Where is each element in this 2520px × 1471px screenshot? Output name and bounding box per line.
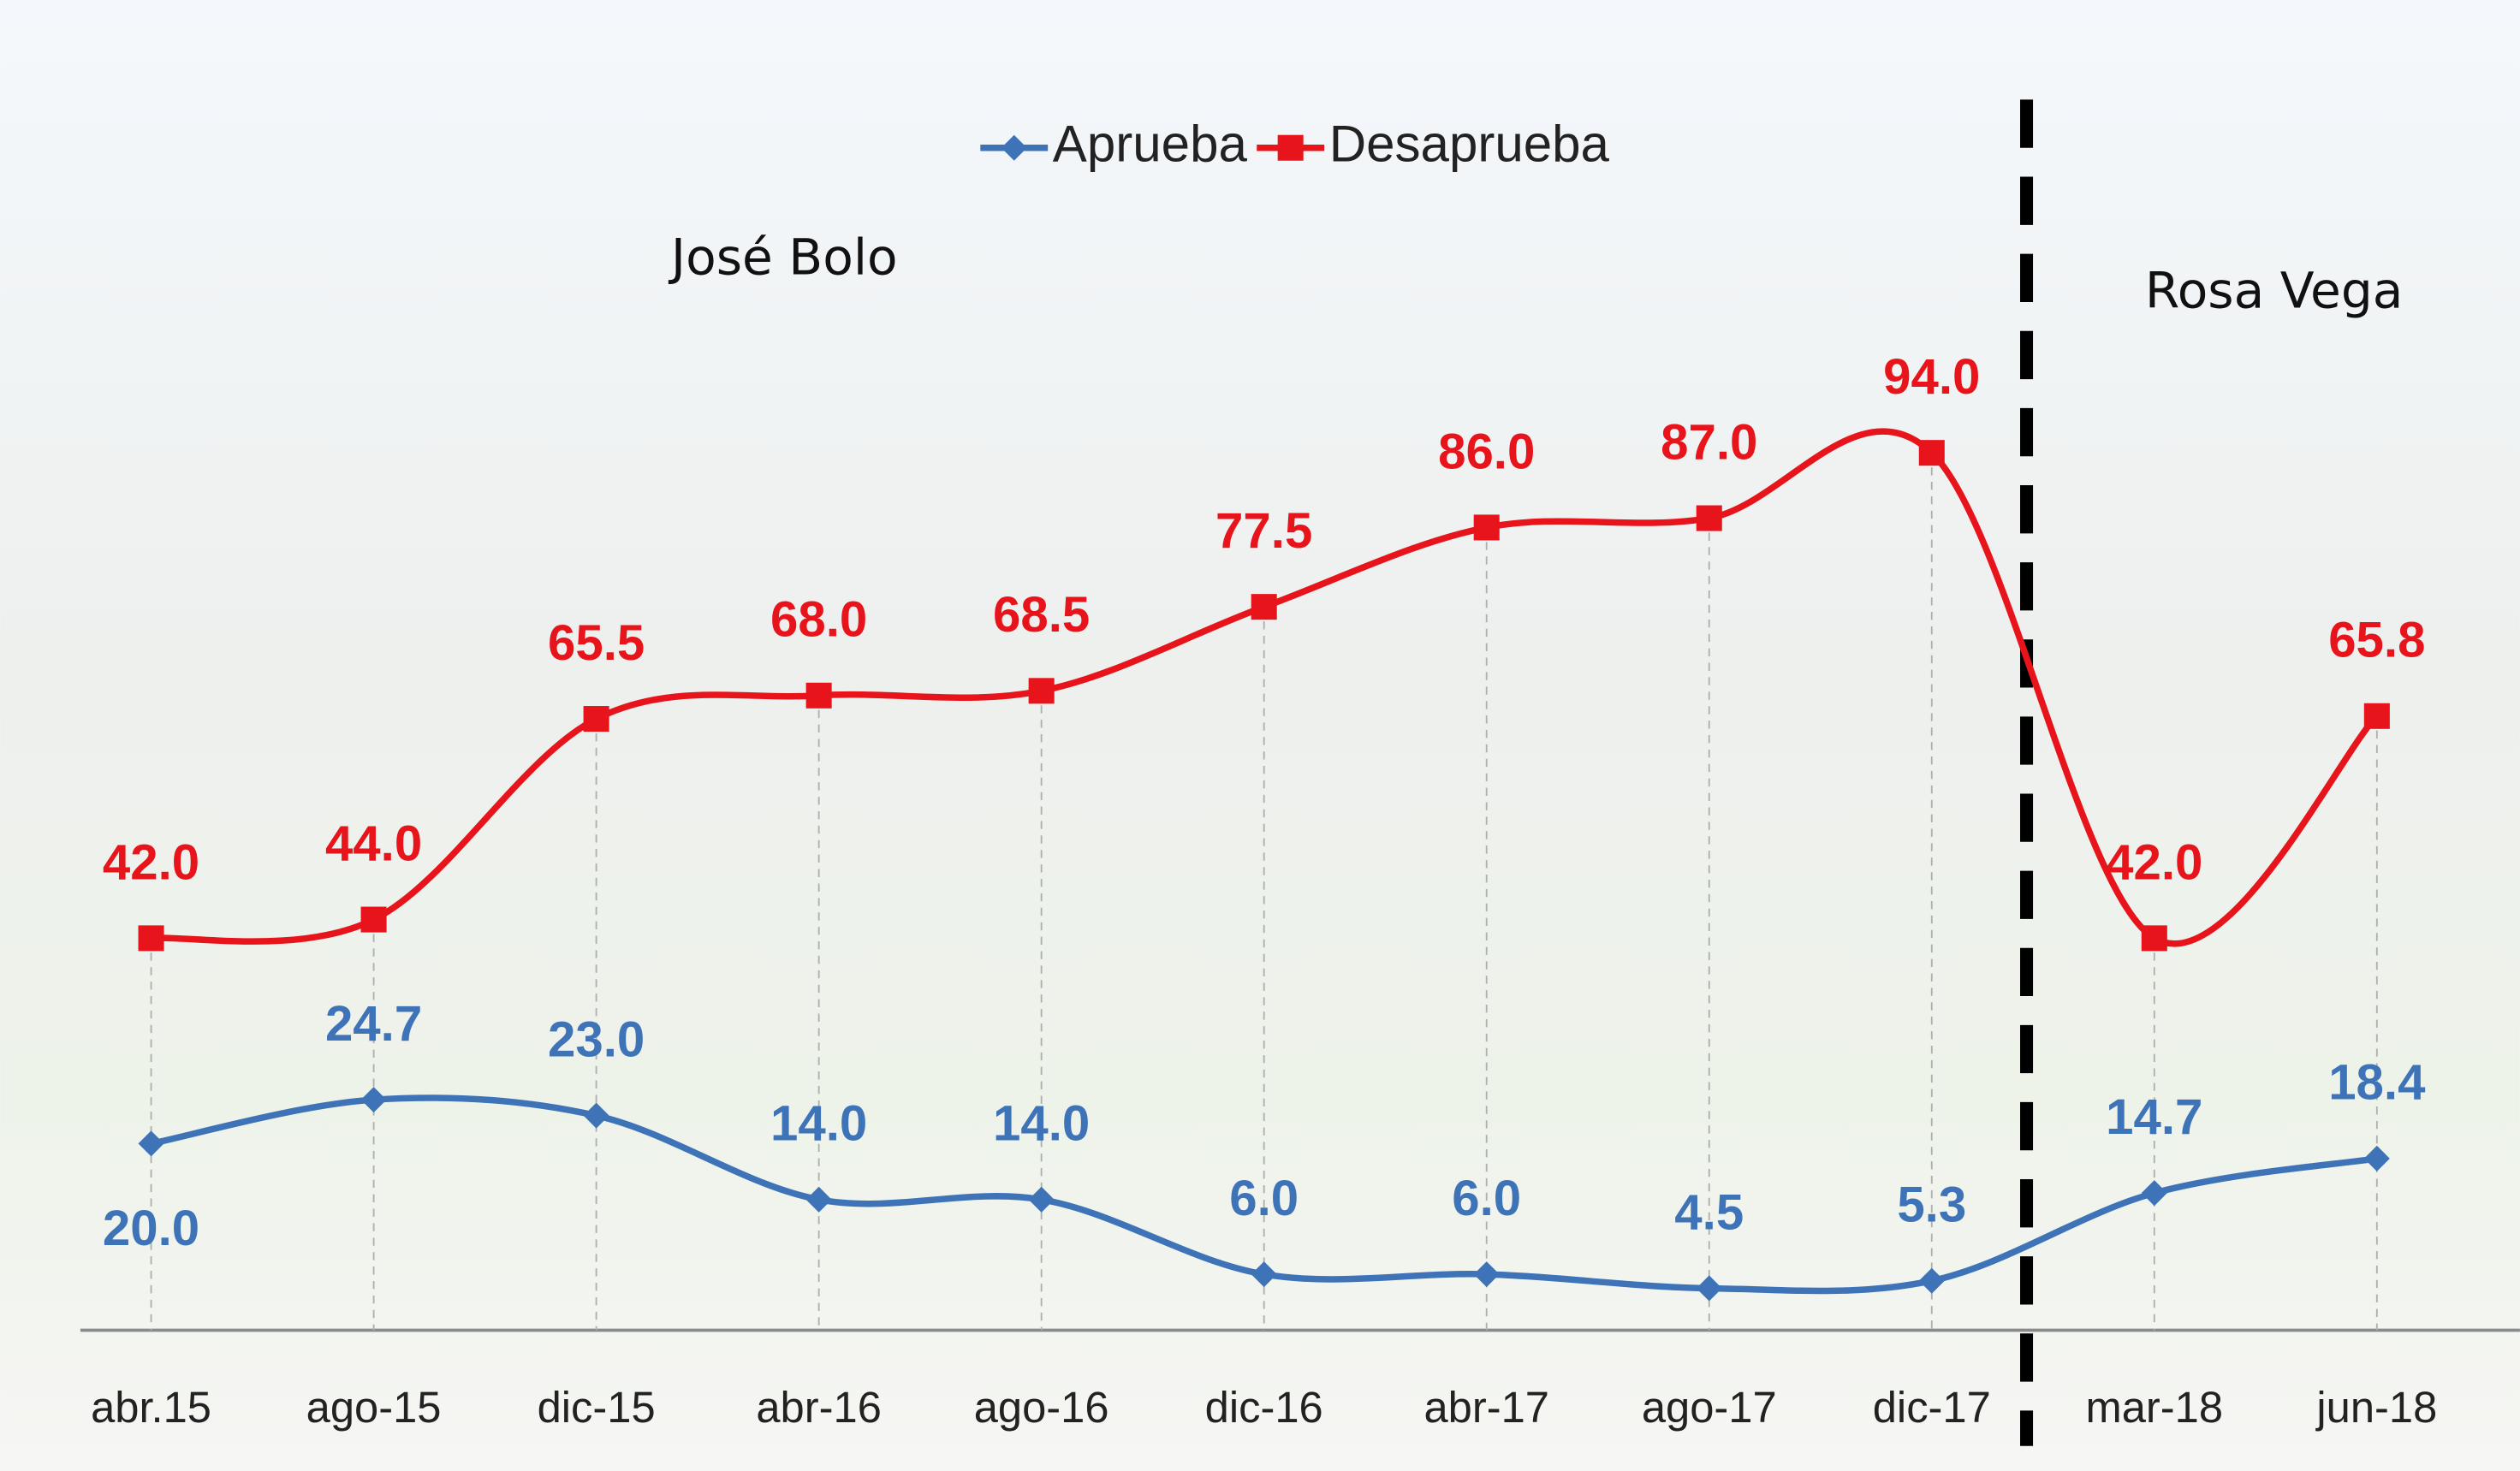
data-label: 65.5 (548, 615, 645, 671)
data-label: 14.7 (2106, 1089, 2202, 1145)
marker (1251, 594, 1277, 620)
x-tick-label: dic-15 (538, 1383, 656, 1432)
data-label: 23.0 (548, 1012, 645, 1068)
data-label: 6.0 (1229, 1171, 1299, 1226)
chart: José Bolo Rosa Vega abr.15 ago-15 dic-15 ab… (0, 0, 2520, 1471)
x-tick-label: ago-17 (1642, 1383, 1777, 1432)
x-tick-label: abr-16 (756, 1383, 882, 1432)
marker (1919, 440, 1945, 466)
data-label: 20.0 (103, 1201, 199, 1256)
data-label: 68.5 (993, 587, 1090, 643)
data-label: 24.7 (325, 996, 422, 1052)
data-label: 42.0 (2106, 834, 2202, 890)
marker (584, 706, 609, 732)
x-tick-label: mar-18 (2086, 1383, 2224, 1432)
data-label: 44.0 (325, 816, 422, 871)
data-label: 18.4 (2328, 1055, 2426, 1111)
marker (361, 907, 387, 933)
x-tick-label: dic-17 (1873, 1383, 1991, 1432)
x-tick-label: jun-18 (2315, 1383, 2437, 1432)
data-label: 94.0 (1883, 349, 1980, 405)
data-label: 87.0 (1661, 414, 1757, 470)
data-label: 68.0 (770, 592, 867, 648)
marker (1029, 678, 1055, 703)
marker (1474, 514, 1500, 540)
marker (139, 925, 164, 951)
data-label: 5.3 (1897, 1177, 1966, 1233)
background (0, 0, 2520, 1471)
legend-label: Aprueba (1053, 116, 1248, 173)
data-label: 4.5 (1674, 1184, 1744, 1240)
data-label: 14.0 (993, 1096, 1090, 1152)
page: José Bolo Rosa Vega abr.15 ago-15 dic-15 ab… (0, 0, 2520, 1471)
marker (806, 683, 832, 709)
legend-marker (1278, 135, 1304, 161)
data-label: 86.0 (1438, 424, 1535, 479)
data-label: 65.8 (2328, 613, 2425, 668)
marker (2142, 925, 2167, 951)
x-tick-label: abr-17 (1423, 1383, 1549, 1432)
x-tick-label: ago-15 (306, 1383, 442, 1432)
data-label: 14.0 (770, 1096, 867, 1152)
marker (1697, 506, 1722, 531)
x-tick-label: ago-16 (974, 1383, 1109, 1432)
x-tick-label: dic-16 (1205, 1383, 1323, 1432)
data-label: 77.5 (1215, 503, 1312, 559)
data-label: 6.0 (1452, 1171, 1521, 1226)
legend-label: Desaprueba (1329, 116, 1610, 173)
annotation: Rosa Vega (2145, 262, 2404, 320)
x-tick-label: abr.15 (91, 1383, 211, 1432)
data-label: 42.0 (103, 834, 199, 890)
annotation: José Bolo (668, 228, 898, 286)
marker (2364, 703, 2390, 729)
